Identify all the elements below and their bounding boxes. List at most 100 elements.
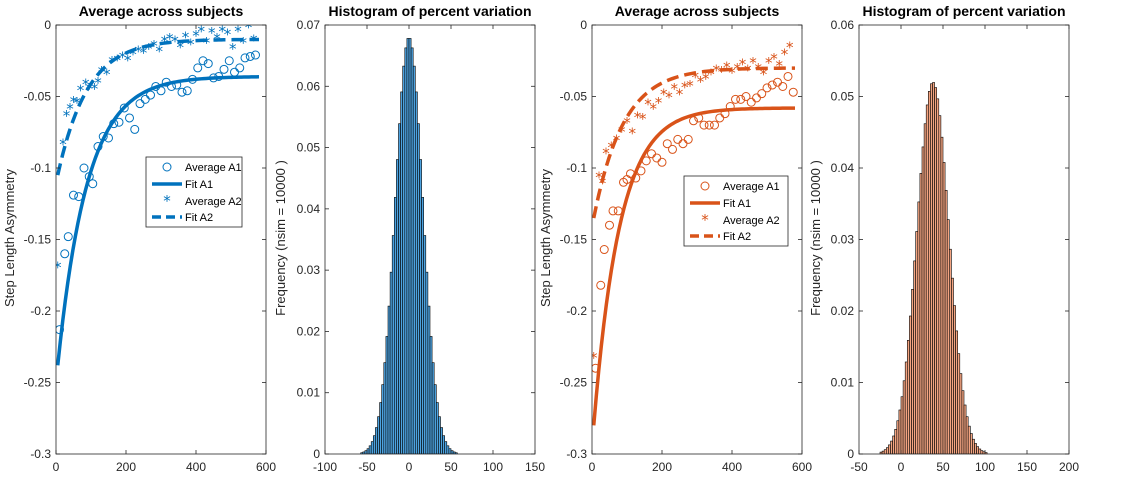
- x-tick-label: 0: [406, 460, 413, 474]
- x-tick-label: 200: [1059, 460, 1079, 474]
- data-point-circle: [177, 87, 187, 97]
- histogram-bar: [940, 136, 944, 454]
- data-point-asterisk: *: [129, 46, 137, 64]
- histogram-bar: [383, 362, 387, 454]
- y-tick-label: 0.06: [831, 18, 855, 32]
- data-point-asterisk: *: [602, 144, 610, 162]
- x-tick-label: 50: [444, 460, 458, 474]
- data-point-asterisk: *: [140, 44, 148, 62]
- histogram-bar: [433, 384, 437, 454]
- data-point-circle: [119, 103, 129, 113]
- data-point-circle: [683, 134, 693, 144]
- data-point-asterisk: *: [728, 64, 736, 82]
- y-tick-label: -0.15: [24, 233, 52, 247]
- data-point-circle: [193, 63, 203, 73]
- data-point-asterisk: *: [776, 57, 784, 75]
- histogram-bar: [934, 87, 937, 454]
- histogram-bar: [429, 336, 433, 454]
- legend-box: [145, 156, 243, 228]
- histogram-bar: [414, 91, 418, 454]
- x-tick-label: 600: [256, 460, 276, 474]
- histogram-bar: [959, 373, 963, 454]
- panel-fit-b: Average across subjects Step Length Asym…: [538, 3, 812, 474]
- fit-line-solid: [56, 75, 260, 366]
- histogram-bar: [370, 441, 374, 454]
- legend-label-average-a1: Average A1: [723, 181, 780, 193]
- histogram-bar: [393, 197, 397, 454]
- data-point-asterisk: *: [713, 61, 721, 79]
- y-axis-label: Frequency (nsim = 10000 ): [273, 160, 288, 316]
- data-point-circle: [182, 86, 192, 96]
- data-point-circle: [69, 190, 78, 200]
- histogram-bar: [396, 159, 399, 454]
- histogram-bar: [923, 123, 927, 454]
- histogram-bar: [898, 409, 902, 454]
- histogram-bar: [967, 425, 971, 454]
- histogram-bar: [883, 449, 887, 454]
- data-point-circle: [198, 56, 208, 66]
- histogram-bar: [402, 65, 406, 454]
- x-tick-label: 150: [525, 460, 545, 474]
- data-point-asterisk: *: [59, 136, 67, 154]
- data-marks: ****************************************…: [56, 18, 260, 366]
- histogram-bar: [946, 219, 950, 454]
- data-point-asterisk: *: [681, 78, 689, 96]
- histogram-bar: [932, 82, 935, 454]
- y-tick-label: 0: [44, 18, 51, 32]
- legend-label-fit-a2: Fit A2: [185, 212, 213, 224]
- y-tick-label: 0.02: [297, 324, 321, 338]
- histogram-bar: [902, 380, 906, 454]
- data-point-circle: [125, 113, 134, 123]
- data-point-asterisk: *: [739, 56, 747, 74]
- histogram-bar: [389, 271, 393, 454]
- data-point-circle: [746, 97, 756, 107]
- data-point-asterisk: *: [208, 24, 216, 42]
- histogram-bar: [965, 416, 969, 454]
- data-point-circle: [767, 80, 777, 90]
- data-point-asterisk: *: [73, 94, 81, 112]
- data-point-asterisk: *: [229, 40, 237, 58]
- data-point-circle: [662, 139, 672, 149]
- data-point-asterisk: *: [166, 30, 174, 48]
- y-tick-label: 0.04: [297, 202, 321, 216]
- histogram-bar: [406, 38, 410, 454]
- histogram-bar: [942, 162, 946, 454]
- data-point-circle: [788, 87, 798, 97]
- y-tick-label: -0.25: [560, 376, 588, 390]
- y-tick-label: -0.2: [566, 304, 587, 318]
- legend-label-average-a2: Average A2: [723, 215, 780, 227]
- legend-label-average-a2: Average A2: [185, 196, 242, 208]
- data-point-asterisk: *: [171, 33, 179, 51]
- data-point-asterisk: *: [639, 110, 647, 128]
- y-tick-label: 0: [580, 18, 587, 32]
- data-point-circle: [60, 249, 70, 259]
- x-tick-label: 100: [975, 460, 995, 474]
- y-tick-label: 0.04: [831, 161, 855, 175]
- histogram-bar: [444, 441, 448, 454]
- data-point-circle: [668, 144, 677, 154]
- x-tick-label: 100: [483, 460, 503, 474]
- histogram-bar: [423, 235, 427, 454]
- y-tick-label: 0: [847, 447, 854, 461]
- data-point-asterisk: *: [781, 46, 789, 64]
- histogram-bar: [446, 445, 450, 454]
- data-point-asterisk: *: [245, 18, 253, 36]
- legend-label-fit-a1: Fit A1: [185, 179, 213, 191]
- legend-asterisk-marker: *: [701, 211, 709, 229]
- data-point-circle: [652, 153, 662, 163]
- histogram-bar: [391, 235, 395, 454]
- histogram-bar: [936, 98, 940, 454]
- data-point-asterisk: *: [82, 76, 90, 94]
- histogram-bar: [900, 396, 904, 454]
- data-point-circle: [715, 113, 725, 123]
- x-tick-label: 0: [53, 460, 60, 474]
- panel-title: Average across subjects: [79, 3, 244, 19]
- data-point-asterisk: *: [192, 27, 200, 45]
- x-tick-label: -100: [313, 460, 337, 474]
- data-point-asterisk: *: [650, 100, 658, 118]
- histogram-bar: [955, 330, 958, 454]
- data-point-asterisk: *: [103, 66, 111, 84]
- data-point-circle: [678, 139, 688, 149]
- histogram-bar: [978, 448, 982, 454]
